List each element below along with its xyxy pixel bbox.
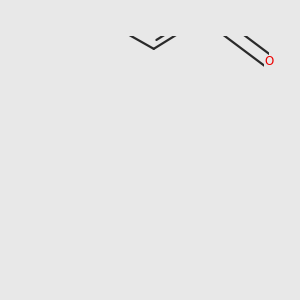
Text: O: O [265,55,274,68]
